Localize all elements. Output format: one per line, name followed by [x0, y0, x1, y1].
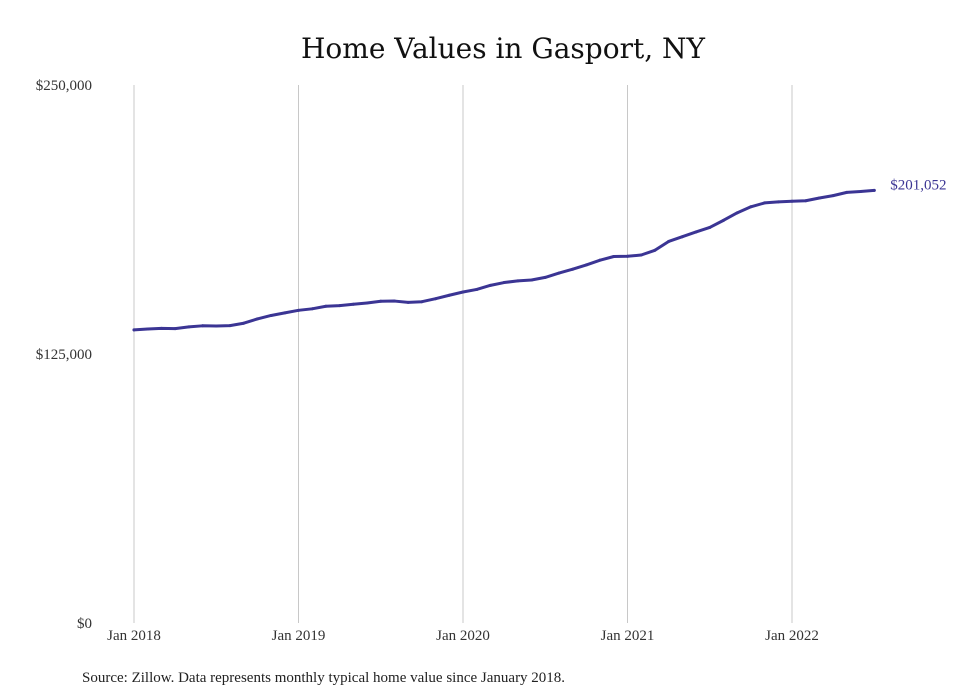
data-point [735, 211, 739, 215]
data-point [365, 301, 369, 305]
data-point [351, 302, 355, 306]
x-tick-label: Jan 2022 [765, 628, 819, 644]
data-point [461, 290, 465, 294]
data-point [680, 235, 684, 239]
data-point [447, 293, 451, 297]
data-point [790, 199, 794, 203]
y-tick-label: $125,000 [36, 347, 92, 363]
data-point [159, 326, 163, 330]
data-point [173, 327, 177, 331]
data-point [721, 218, 725, 222]
x-tick-label: Jan 2019 [272, 628, 326, 644]
data-point [859, 190, 863, 194]
data-point [653, 248, 657, 252]
data-point [845, 190, 849, 194]
data-point [626, 254, 629, 258]
data-point [708, 225, 712, 229]
x-tick-label: Jan 2020 [436, 628, 490, 644]
data-point [379, 299, 383, 303]
source-note: Source: Zillow. Data represents monthly … [82, 670, 565, 686]
data-point [776, 200, 780, 204]
data-point [475, 287, 479, 291]
data-point [228, 324, 232, 328]
data-point [214, 324, 218, 328]
data-point [242, 321, 246, 325]
data-point [571, 267, 575, 271]
data-point [584, 263, 588, 267]
x-gridlines [133, 85, 793, 623]
data-points [132, 188, 876, 332]
data-point [297, 308, 300, 312]
y-tick-label: $250,000 [36, 78, 92, 94]
x-axis-tick-labels: Jan 2018 Jan 2019 Jan 2020 Jan 2021 Jan 2022 [107, 628, 819, 644]
y-axis-tick-labels: $0 $125,000 $250,000 [36, 78, 92, 632]
data-point [804, 199, 808, 203]
data-point [502, 281, 506, 285]
data-point [146, 327, 150, 331]
data-point [516, 279, 520, 283]
data-point [201, 324, 205, 328]
data-point [763, 201, 767, 205]
data-point [488, 283, 492, 287]
data-point [324, 304, 328, 308]
end-value-label: $201,052 [890, 177, 946, 193]
home-value-line [132, 188, 876, 332]
data-point [187, 325, 191, 329]
data-point [338, 304, 342, 308]
chart-title: Home Values in Gasport, NY [301, 32, 706, 65]
data-point [434, 297, 438, 301]
y-tick-label: $0 [77, 616, 92, 632]
data-point [255, 317, 259, 321]
data-point [749, 205, 753, 209]
data-point [530, 278, 534, 282]
data-point [132, 328, 136, 332]
data-point [667, 239, 671, 243]
data-point [310, 307, 314, 311]
data-point [283, 311, 287, 315]
data-point [543, 275, 547, 279]
data-point [406, 300, 410, 304]
data-point [694, 230, 698, 234]
data-point [392, 299, 396, 303]
data-point [269, 313, 273, 317]
data-point [639, 253, 643, 257]
data-point [831, 194, 835, 198]
data-point [598, 258, 602, 262]
data-point [817, 196, 821, 200]
x-tick-label: Jan 2021 [601, 628, 655, 644]
data-point [872, 188, 876, 192]
data-point [420, 300, 424, 304]
data-point [612, 255, 616, 259]
x-tick-label: Jan 2018 [107, 628, 161, 644]
data-point [557, 271, 561, 275]
